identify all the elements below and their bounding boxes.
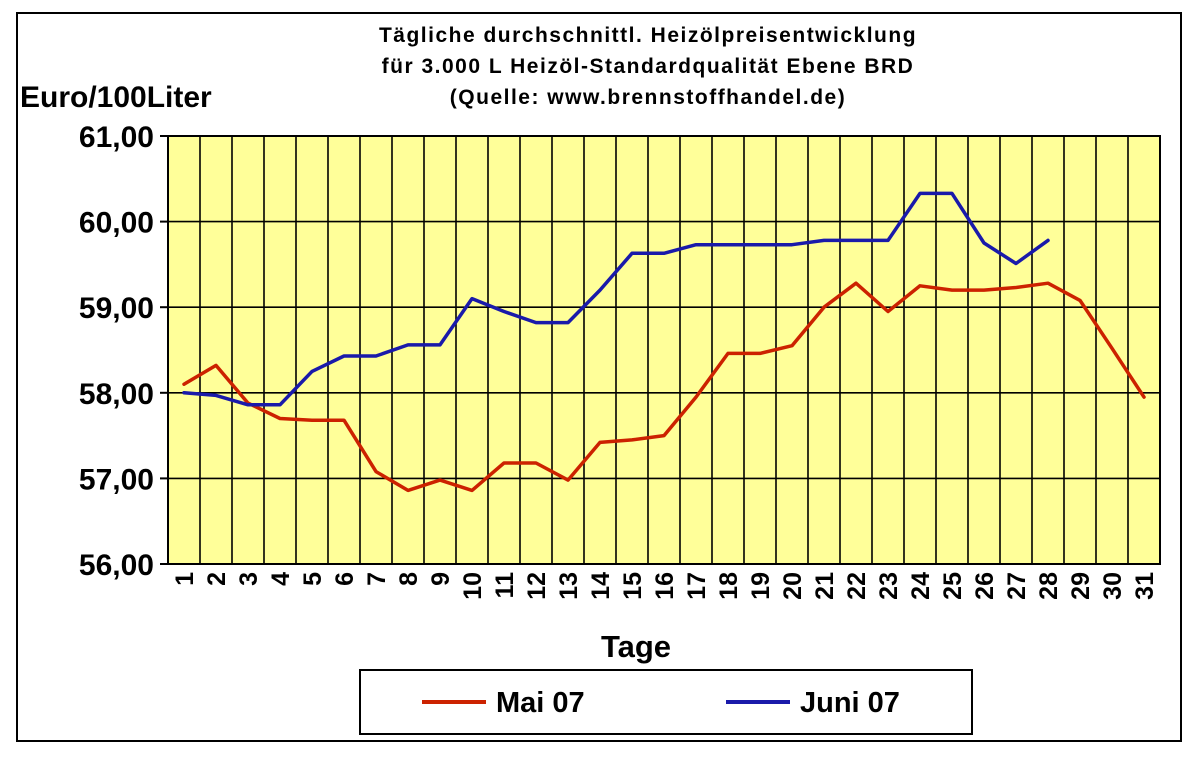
x-tick-label: 27	[1003, 572, 1031, 600]
y-tick-label: 61,00	[79, 121, 154, 154]
x-tick-label: 12	[523, 572, 551, 600]
legend-label-mai: Mai 07	[496, 687, 585, 719]
x-tick-label: 2	[203, 572, 231, 586]
y-tick-label: 60,00	[79, 207, 154, 240]
x-tick-label: 23	[875, 572, 903, 600]
x-tick-label: 18	[715, 572, 743, 600]
x-tick-label: 28	[1035, 572, 1063, 600]
series-line-mai	[182, 281, 1146, 493]
x-tick-label: 24	[907, 572, 935, 600]
x-tick-label: 19	[747, 572, 775, 600]
x-tick-label: 8	[395, 572, 423, 586]
x-tick-label: 4	[267, 572, 295, 586]
x-tick-label: 5	[299, 572, 327, 586]
x-tick-label: 21	[811, 572, 839, 600]
chart-title-line-2: für 3.000 L Heizöl-Standardqualität Eben…	[382, 55, 915, 78]
x-tick-label: 30	[1099, 572, 1127, 600]
legend: Mai 07 Juni 07	[359, 669, 973, 735]
x-tick-label: 22	[843, 572, 871, 600]
x-tick-label: 31	[1131, 572, 1159, 600]
y-axis-ticks: 56,00 57,00 58,00 59,00 60,00 61,00	[79, 121, 168, 582]
x-tick-label: 6	[331, 572, 359, 586]
series-line-juni	[182, 191, 1050, 407]
x-tick-label: 17	[683, 572, 711, 600]
legend-label-juni: Juni 07	[800, 687, 900, 719]
y-tick-label: 58,00	[79, 378, 154, 411]
x-tick-label: 20	[779, 572, 807, 600]
x-tick-label: 3	[235, 572, 263, 586]
y-axis-label: Euro/100Liter	[20, 81, 212, 114]
horizontal-gridlines	[168, 220, 1160, 480]
x-tick-label: 16	[651, 572, 679, 600]
x-axis-ticks: 1 2 3 4 5 6 7 8 9 10 11 12 13 14 15 16 17 18 19 20 21 22 23 24 2…	[171, 572, 1159, 600]
x-tick-label: 1	[171, 572, 199, 586]
chart-title-line-1: Tägliche durchschnittl. Heizölpreisentwi…	[379, 24, 917, 47]
x-tick-label: 9	[427, 572, 455, 586]
y-tick-label: 57,00	[79, 463, 154, 496]
x-tick-label: 25	[939, 572, 967, 600]
series-lines	[182, 191, 1146, 493]
x-tick-label: 14	[587, 572, 615, 600]
y-tick-label: 56,00	[79, 549, 154, 582]
x-tick-label: 7	[363, 572, 391, 586]
x-tick-label: 29	[1067, 572, 1095, 600]
y-tick-label: 59,00	[79, 292, 154, 325]
x-tick-label: 11	[491, 572, 519, 599]
x-axis-label: Tage	[601, 629, 671, 664]
chart-title-line-3: (Quelle: www.brennstoffhandel.de)	[450, 86, 846, 109]
x-tick-label: 15	[619, 572, 647, 600]
plot-border	[167, 135, 1161, 565]
x-tick-label: 13	[555, 572, 583, 600]
x-tick-label: 10	[459, 572, 487, 600]
plot-area	[168, 136, 1160, 564]
x-tick-label: 26	[971, 572, 999, 600]
